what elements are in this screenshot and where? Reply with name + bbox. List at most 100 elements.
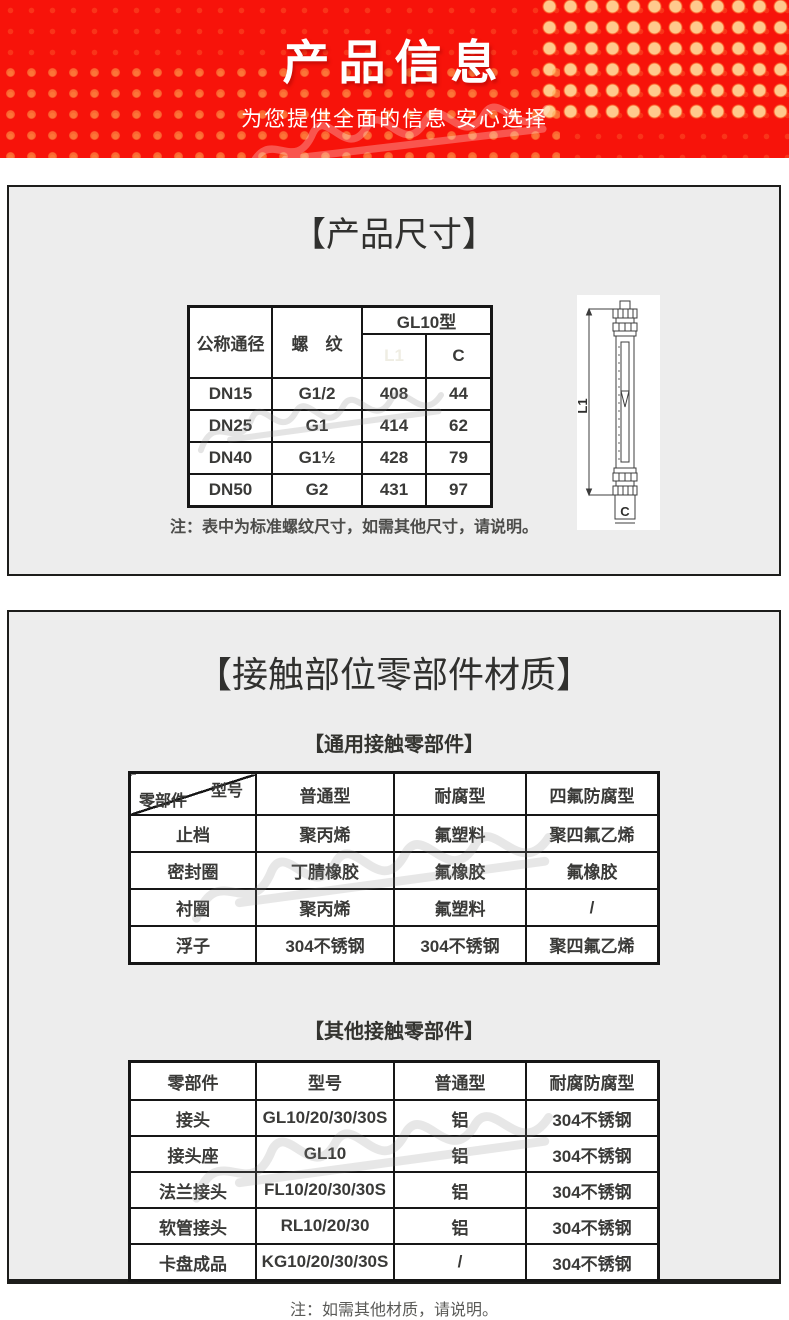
col-header-anticorrosion: 耐腐防腐型 — [525, 1060, 660, 1101]
cell: 44 — [425, 377, 493, 411]
cell: 304不锈钢 — [255, 925, 395, 965]
cell: 62 — [425, 409, 493, 443]
cell: RL10/20/30 — [255, 1207, 395, 1245]
cell: 408 — [361, 377, 427, 411]
table-row: 法兰接头 FL10/20/30/30S 铝 304不锈钢 — [128, 1171, 660, 1209]
cell: / — [393, 1243, 527, 1282]
diagonal-label-model: 型号 — [210, 783, 243, 800]
table-row: DN40 G1½ 428 79 — [187, 441, 493, 475]
col-header-nominal-diameter: 公称通径 — [187, 305, 273, 379]
col-header-l1: L1 — [361, 333, 427, 379]
table-row: DN15 G1/2 408 44 — [187, 377, 493, 411]
col-header-c: C — [425, 333, 493, 379]
cell: 衬圈 — [128, 888, 257, 927]
cell: DN50 — [187, 473, 273, 508]
cell: FL10/20/30/30S — [255, 1171, 395, 1209]
cell: 丁腈橡胶 — [255, 851, 395, 890]
cell: DN40 — [187, 441, 273, 475]
cell: 接头 — [128, 1099, 257, 1137]
col-header-thread: 螺 纹 — [271, 305, 363, 379]
cell: 79 — [425, 441, 493, 475]
cell: DN25 — [187, 409, 273, 443]
table-row: DN25 G1 414 62 — [187, 409, 493, 443]
table-row: 密封圈 丁腈橡胶 氟橡胶 氟橡胶 — [128, 851, 660, 890]
materials-panel: 【接触部位零部件材质】 【通用接触零部件】 型号 零部件 普通型 耐腐型 四氟防… — [7, 610, 781, 1319]
cell: 氟塑料 — [393, 888, 527, 927]
cell: G1/2 — [271, 377, 363, 411]
common-parts-table: 型号 零部件 普通型 耐腐型 四氟防腐型 止档 聚丙烯 氟塑料 聚四氟乙烯 密封… — [128, 771, 660, 965]
cell: 软管接头 — [128, 1207, 257, 1245]
cell: 428 — [361, 441, 427, 475]
col-header-model-group: GL10型 — [361, 305, 493, 335]
col-header-ptfe: 四氟防腐型 — [525, 771, 660, 816]
cell: GL10/20/30/30S — [255, 1099, 395, 1137]
cell: 97 — [425, 473, 493, 508]
diagonal-label-part: 零部件 — [139, 793, 188, 810]
cell: 氟橡胶 — [525, 851, 660, 890]
cell: 聚丙烯 — [255, 814, 395, 853]
banner-title: 产品信息 — [282, 36, 507, 89]
cell: 卡盘成品 — [128, 1243, 257, 1282]
cell: 431 — [361, 473, 427, 508]
cell: 铝 — [393, 1135, 527, 1173]
cell: GL10 — [255, 1135, 395, 1173]
halftone-dots-bottom-left — [0, 62, 560, 158]
cell: 聚四氟乙烯 — [525, 925, 660, 965]
product-info-banner: 产品信息 为您提供全面的信息 安心选择 — [0, 0, 789, 158]
cell: 浮子 — [128, 925, 257, 965]
cell: 法兰接头 — [128, 1171, 257, 1209]
diagram-c-label: C — [620, 504, 630, 519]
table-row: 公称通径 螺 纹 GL10型 — [187, 305, 493, 379]
banner-subtitle: 为您提供全面的信息 安心选择 — [241, 108, 548, 131]
halftone-dots-top-right — [539, 0, 789, 121]
other-parts-table: 零部件 型号 普通型 耐腐防腐型 接头 GL10/20/30/30S 铝 304… — [128, 1060, 660, 1282]
diagram-l1-label: L1 — [577, 398, 590, 413]
product-dimensions-panel: 【产品尺寸】 公称通径 螺 纹 GL10型 L1 C DN15 G1/2 408… — [7, 185, 781, 576]
cell: 304不锈钢 — [525, 1135, 660, 1173]
table-row: 软管接头 RL10/20/30 铝 304不锈钢 — [128, 1207, 660, 1245]
cell: 接头座 — [128, 1135, 257, 1173]
table-row: 浮子 304不锈钢 304不锈钢 聚四氟乙烯 — [128, 925, 660, 965]
table-row: 卡盘成品 KG10/20/30/30S / 304不锈钢 — [128, 1243, 660, 1282]
table-row: 止档 聚丙烯 氟塑料 聚四氟乙烯 — [128, 814, 660, 853]
cell: 氟橡胶 — [393, 851, 527, 890]
col-header-part: 零部件 — [128, 1060, 257, 1101]
table-row: 零部件 型号 普通型 耐腐防腐型 — [128, 1060, 660, 1101]
cell: 304不锈钢 — [393, 925, 527, 965]
cell: DN15 — [187, 377, 273, 411]
col-header-model: 型号 — [255, 1060, 395, 1101]
cell: 304不锈钢 — [525, 1099, 660, 1137]
cell: G2 — [271, 473, 363, 508]
subtitle-common-parts: 【通用接触零部件】 — [304, 734, 484, 756]
section-title-dimensions: 【产品尺寸】 — [292, 216, 496, 254]
cell: 密封圈 — [128, 851, 257, 890]
table-row: DN50 G2 431 97 — [187, 473, 493, 508]
dimensions-table: 公称通径 螺 纹 GL10型 L1 C DN15 G1/2 408 44 DN2… — [187, 305, 493, 508]
cell: 304不锈钢 — [525, 1243, 660, 1282]
cell: / — [525, 888, 660, 927]
col-header-corrosion: 耐腐型 — [393, 771, 527, 816]
table-row: 衬圈 聚丙烯 氟塑料 / — [128, 888, 660, 927]
dimensions-note: 注：表中为标准螺纹尺寸，如需其他尺寸，请说明。 — [169, 519, 538, 536]
section-title-materials: 【接触部位零部件材质】 — [195, 654, 592, 695]
cell: 氟塑料 — [393, 814, 527, 853]
cell: G1½ — [271, 441, 363, 475]
cell: 铝 — [393, 1099, 527, 1137]
flow-meter-diagram: L1 C — [575, 295, 660, 530]
col-header-normal: 普通型 — [255, 771, 395, 816]
cell: 304不锈钢 — [525, 1207, 660, 1245]
materials-note: 注：如需其他材质，请说明。 — [289, 1302, 498, 1319]
table-row: 接头 GL10/20/30/30S 铝 304不锈钢 — [128, 1099, 660, 1137]
cell: G1 — [271, 409, 363, 443]
cell: KG10/20/30/30S — [255, 1243, 395, 1282]
subtitle-other-parts: 【其他接触零部件】 — [304, 1021, 484, 1043]
cell: 聚四氟乙烯 — [525, 814, 660, 853]
col-header-normal: 普通型 — [393, 1060, 527, 1101]
cell: 铝 — [393, 1171, 527, 1209]
cell: 414 — [361, 409, 427, 443]
diagonal-header-cell: 型号 零部件 — [128, 771, 257, 816]
cell: 聚丙烯 — [255, 888, 395, 927]
cell: 止档 — [128, 814, 257, 853]
table-row: 型号 零部件 普通型 耐腐型 四氟防腐型 — [128, 771, 660, 816]
